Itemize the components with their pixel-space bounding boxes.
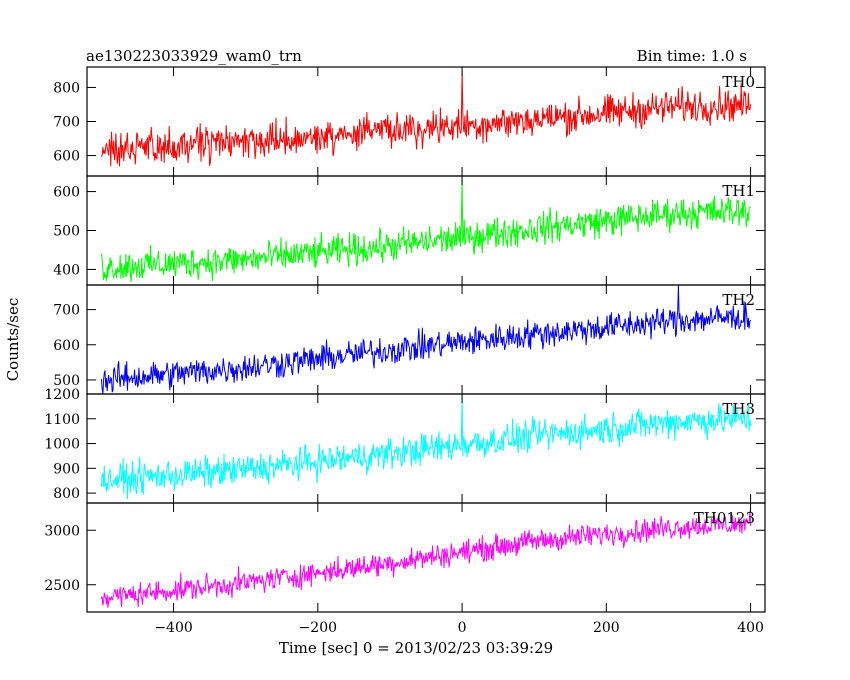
y-tick-label: 800 — [53, 486, 80, 502]
y-tick-label: 700 — [53, 303, 80, 319]
x-tick-label: −200 — [299, 620, 337, 636]
y-tick-label: 700 — [53, 115, 80, 131]
y-tick-label: 600 — [53, 149, 80, 165]
y-tick-label: 1200 — [44, 387, 80, 403]
series-line-th0123 — [100, 510, 752, 608]
series-label-th2: TH2 — [722, 291, 755, 309]
y-tick-label: 3000 — [44, 523, 80, 539]
series-line-th0 — [101, 70, 752, 167]
x-tick-label: 400 — [737, 620, 764, 636]
y-tick-label: 1100 — [44, 412, 80, 428]
y-tick-label: 2500 — [44, 578, 80, 594]
series-line-th2 — [100, 284, 752, 395]
chart-title: ae130223033929_wam0_trn — [86, 47, 302, 65]
panels: 600 700 800 TH0 400 500 600 TH1 500 600 700 TH2 800 9… — [44, 66, 766, 636]
y-tick-label: 800 — [53, 80, 80, 96]
y-tick-label: 900 — [53, 461, 80, 477]
series-label-th1: TH1 — [722, 182, 755, 200]
y-tick-label: 1000 — [44, 437, 80, 453]
x-axis-label: Time [sec] 0 = 2013/02/23 03:39:29 — [279, 639, 553, 657]
panel-th1: 400 500 600 TH1 — [53, 175, 766, 286]
x-tick-label: 200 — [593, 620, 620, 636]
panel-th3: 800 900 1000 1100 1200 TH3 — [44, 387, 766, 504]
y-tick-label: 600 — [53, 185, 80, 201]
series-label-th3: TH3 — [722, 400, 755, 418]
y-tick-label: 500 — [53, 373, 80, 389]
series-label-th0123: TH0123 — [694, 509, 755, 527]
panel-frame — [86, 502, 766, 613]
panel-th0: 600 700 800 TH0 — [53, 66, 766, 177]
y-tick-label: 400 — [53, 262, 80, 278]
panel-th2: 500 600 700 TH2 — [53, 284, 766, 395]
series-label-th0: TH0 — [722, 73, 755, 91]
x-tick-label: 0 — [458, 620, 467, 636]
series-line-th1 — [100, 177, 751, 283]
series-line-th3 — [100, 396, 752, 500]
panel-th0123: 2500 3000 TH0123 — [44, 502, 766, 613]
x-tick-label: −400 — [154, 620, 192, 636]
bin-time-label: Bin time: 1.0 s — [637, 47, 747, 65]
y-tick-label: 600 — [53, 338, 80, 354]
y-tick-label: 500 — [53, 224, 80, 240]
y-axis-label: Counts/sec — [4, 298, 22, 382]
